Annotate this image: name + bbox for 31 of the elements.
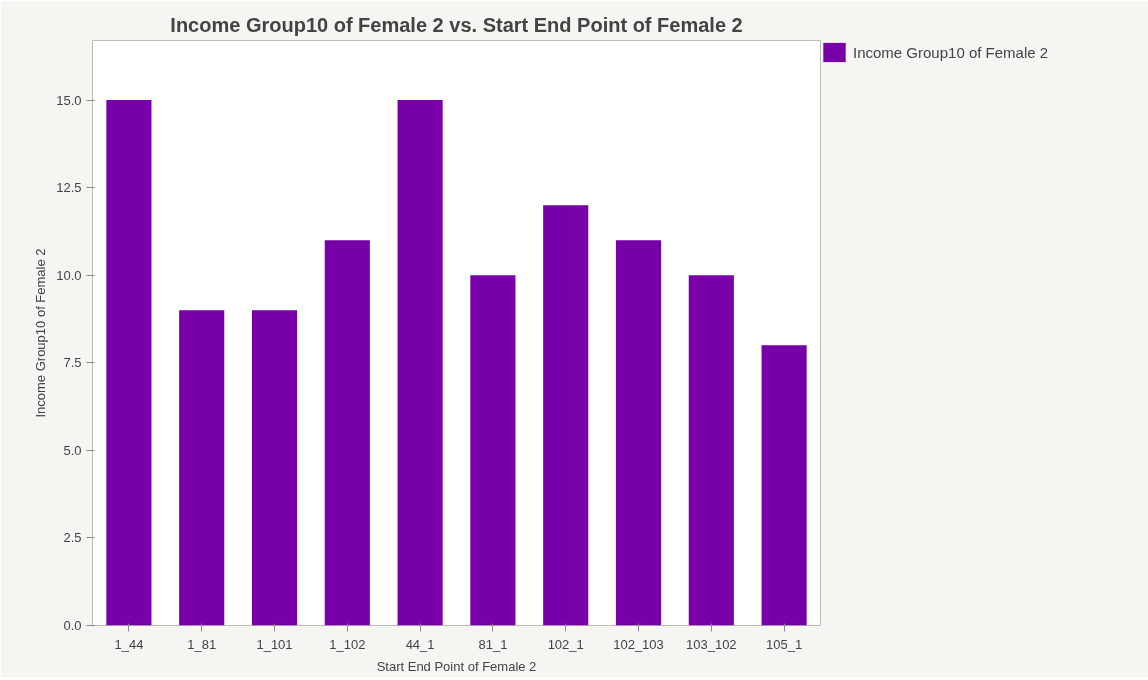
bar [761,345,807,626]
y-axis-title: Income Group10 of Female 2 [33,248,49,418]
y-tick-label: 12.5 [56,180,82,196]
y-tick-label: 2.5 [63,530,82,546]
x-tick-label: 103_102 [686,636,737,652]
x-tick-label: 1_101 [256,636,293,652]
bar [179,310,225,626]
x-tick-label: 44_1 [405,636,435,652]
x-tick-label: 1_44 [114,636,144,652]
x-axis-title: Start End Point of Female 2 [376,658,537,674]
bar [688,275,734,626]
y-tick-label: 5.0 [63,442,82,458]
legend-label: Income Group10 of Female 2 [853,43,1049,61]
y-tick-label: 15.0 [56,92,82,108]
y-tick-label: 0.0 [63,618,82,633]
x-tick-label: 105_1 [766,636,803,652]
y-tick-label: 7.5 [63,355,82,371]
x-tick-label: 102_103 [613,636,664,652]
bar [615,240,662,626]
bar [397,100,443,626]
bar [106,100,152,626]
bar [324,240,370,626]
bar [543,205,589,626]
x-tick-label: 1_81 [187,636,217,652]
y-tick-label: 10.0 [56,267,82,283]
x-tick-label: 1_102 [329,636,366,652]
x-tick-label: 102_1 [547,636,584,652]
chart-title: Income Group10 of Female 2 vs. Start End Point of Female 2 [170,13,743,36]
bar [470,275,516,626]
x-tick-label: 81_1 [478,636,508,652]
bar [251,310,298,626]
